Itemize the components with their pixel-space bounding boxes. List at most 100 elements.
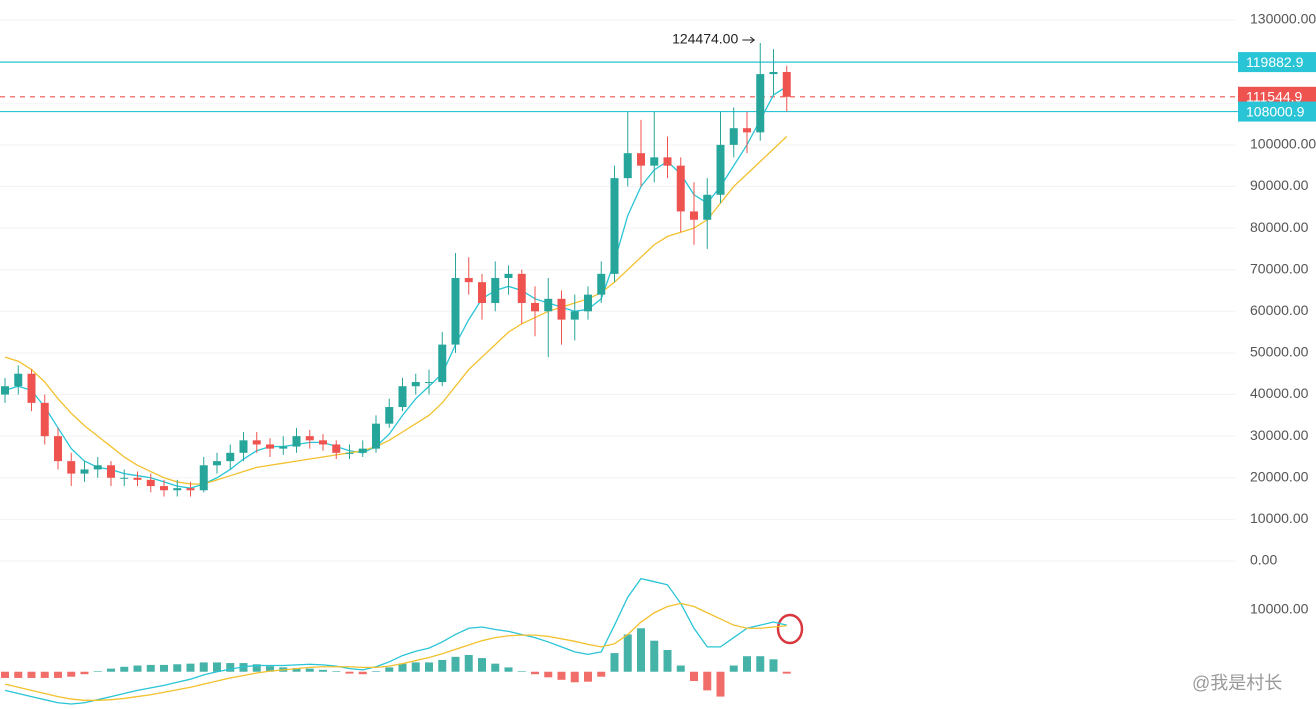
histogram-bar (756, 656, 765, 672)
candle-body (478, 282, 486, 303)
histogram-bar (173, 664, 182, 672)
candle-body (385, 407, 394, 424)
candle-body (345, 452, 354, 454)
histogram-bar (610, 653, 619, 672)
histogram-bar (703, 671, 712, 691)
candle-body (610, 178, 619, 274)
annotation-arrow (742, 36, 756, 44)
candle-body (67, 461, 76, 474)
histogram-bar (160, 664, 168, 672)
candle-body (544, 298, 553, 312)
histogram-bar (80, 671, 89, 675)
histogram-bar (93, 671, 102, 672)
histogram-bar (14, 671, 23, 678)
candle-body (716, 144, 725, 195)
histogram-bar (584, 671, 592, 682)
histogram-bar (438, 659, 447, 672)
histogram-bar (133, 665, 142, 672)
candle-body (80, 469, 89, 474)
y-tick-label: 20000.00 (1250, 468, 1309, 484)
candle-body (305, 436, 314, 441)
histogram-bar (372, 671, 380, 672)
candle-body (782, 72, 791, 97)
watermark: @我是村长 (1192, 673, 1282, 693)
histogram-bar (40, 671, 49, 678)
candle-body (186, 488, 195, 491)
price-label: 108000.9 (1246, 103, 1305, 119)
histogram-bar (146, 664, 155, 672)
histogram-bar (54, 671, 62, 678)
candle-body (252, 440, 261, 445)
price-label-box (1238, 52, 1316, 73)
candle-body (199, 465, 208, 491)
candle-body (120, 477, 129, 479)
candle-body (319, 440, 327, 445)
candle-body (504, 273, 513, 279)
histogram-bar (637, 628, 645, 672)
histogram-bar (332, 671, 341, 672)
histogram-bar (729, 665, 738, 672)
candle-body (703, 194, 712, 220)
histogram-bar (292, 668, 301, 672)
histogram-bar (398, 663, 407, 672)
histogram-bar (557, 671, 566, 680)
candle-body (54, 436, 62, 462)
y-tick-label: 100000.00 (1250, 136, 1316, 152)
ma-line (4, 136, 788, 485)
y-tick-label: 90000.00 (1250, 177, 1309, 193)
y-tick-label: 0.00 (1250, 552, 1277, 568)
candle-body (425, 382, 433, 384)
y-tick-label: 130000.00 (1250, 11, 1316, 27)
histogram-bar (690, 671, 698, 682)
histogram-bar (531, 671, 539, 675)
candle-body (623, 153, 632, 179)
candle-body (279, 446, 288, 449)
histogram-bar (663, 650, 672, 672)
histogram-bar (199, 662, 208, 672)
candle-body (517, 273, 526, 303)
candle-body (411, 382, 420, 387)
candle-body (332, 444, 341, 453)
candle-body (769, 72, 778, 75)
candle-body (531, 302, 539, 312)
histogram-bar (425, 662, 433, 672)
highlight-circle (776, 613, 804, 645)
candle-body (637, 153, 645, 166)
candle-body (398, 386, 407, 408)
candle-body (358, 448, 367, 453)
ma-line (4, 86, 788, 489)
histogram-bar (451, 656, 460, 672)
histogram-bar (120, 666, 129, 672)
histogram-bar (623, 634, 632, 672)
candle-body (266, 444, 274, 449)
candle-body (14, 373, 23, 387)
histogram-bar (1, 671, 9, 678)
candle-body (173, 488, 182, 491)
histogram-bar (597, 671, 606, 677)
y-tick-label: 80000.00 (1250, 219, 1309, 235)
histogram-bar (319, 669, 327, 672)
histogram-bar (570, 671, 579, 683)
candle-body (27, 373, 36, 403)
candle-body (438, 344, 447, 383)
candle-body (133, 477, 142, 480)
candle-body (146, 479, 155, 487)
histogram-bar (769, 659, 778, 672)
y-tick-label: 40000.00 (1250, 385, 1309, 401)
histogram-bar (478, 658, 486, 672)
candle-body (93, 465, 102, 470)
histogram-bar (107, 668, 115, 672)
histogram-bar (27, 671, 36, 678)
candle-body (570, 311, 579, 320)
candle-body (239, 440, 248, 453)
price-label: 111544.9 (1246, 89, 1303, 105)
y-tick-label: 10000.00 (1250, 510, 1309, 526)
histogram-bar (226, 663, 235, 672)
histogram-bar (517, 671, 526, 672)
histogram-bar (743, 656, 751, 672)
histogram-bar (504, 667, 513, 672)
histogram-bar (544, 671, 553, 678)
candle-body (160, 486, 168, 491)
